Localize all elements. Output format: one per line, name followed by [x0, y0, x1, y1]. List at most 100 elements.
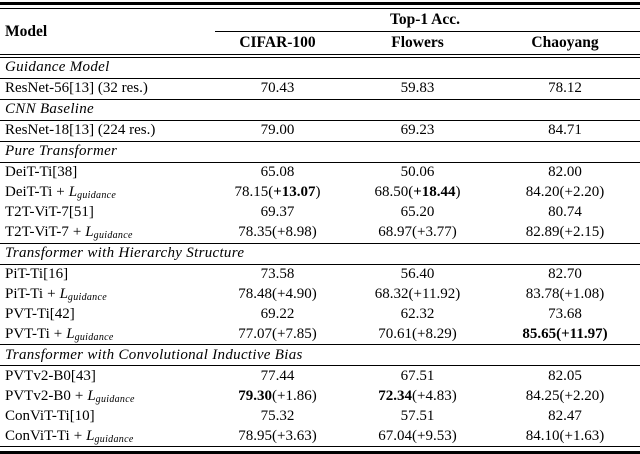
metric-header-group: Top-1 Acc. CIFAR-100 Flowers Chaoyang	[210, 9, 640, 54]
model-name: DeiT-Ti	[5, 184, 53, 201]
value-cell: 82.05	[490, 368, 640, 385]
close-paren: )	[451, 325, 457, 342]
model-name: PVTv2-B0[43]	[5, 367, 96, 384]
model-name: ResNet-56[13] (32 res.)	[5, 80, 148, 97]
header-double-rule	[0, 54, 640, 58]
accuracy-value: 70.61	[378, 325, 413, 342]
close-paren: )	[311, 285, 317, 302]
model-cell: PiT-Ti[16]	[0, 266, 210, 283]
loss-symbol: L	[68, 184, 78, 201]
accuracy-value: 65.20	[400, 204, 435, 221]
value-cell: 68.97(+3.77)	[345, 224, 490, 241]
model-cell: DeiT-Ti + Lguidance	[0, 184, 210, 201]
accuracy-value: 68.50	[374, 184, 409, 201]
column-header-chaoyang: Chaoyang	[531, 34, 599, 51]
accuracy-gain: +11.92	[413, 285, 456, 302]
plus-operator: +	[56, 184, 65, 201]
value-cell: 78.95(+3.63)	[210, 428, 345, 445]
section-label: Transformer with Convolutional Inductive…	[5, 346, 303, 363]
close-paren: )	[455, 285, 461, 302]
accuracy-value: 69.23	[400, 122, 435, 139]
section-label: Guidance Model	[5, 59, 110, 76]
value-cell: 73.68	[490, 306, 640, 323]
dataset-column-headers: CIFAR-100 Flowers Chaoyang	[210, 32, 640, 54]
table-row: T2T-ViT-7[51] 69.37 65.20 80.74	[0, 203, 640, 223]
accuracy-value: 79.30	[238, 387, 273, 404]
accuracy-value: 77.07	[238, 325, 273, 342]
value-cell: 79.30(+1.86)	[210, 388, 345, 405]
section-label: CNN Baseline	[5, 101, 95, 118]
table-row: PVT-Ti[42] 69.22 62.32 73.68	[0, 304, 640, 324]
accuracy-value: 84.20	[525, 184, 560, 201]
loss-subscript: guidance	[77, 190, 117, 202]
model-cell: PiT-Ti + Lguidance	[0, 286, 210, 303]
section-row: Pure Transformer	[0, 140, 640, 162]
table-row: PiT-Ti[16] 73.58 56.40 82.70	[0, 263, 640, 285]
accuracy-gain: +2.20	[564, 387, 600, 404]
header-mid-rule	[215, 31, 640, 32]
table-body: Guidance Model ResNet-56[13] (32 res.) 70.…	[0, 58, 640, 446]
accuracy-gain: +3.63	[277, 427, 312, 444]
accuracy-gain: +1.63	[564, 427, 600, 444]
table-row: T2T-ViT-7 + Lguidance 78.35(+8.98) 68.97(+3.…	[0, 223, 640, 243]
model-name: PVT-Ti	[5, 325, 50, 342]
accuracy-value: 65.08	[260, 164, 295, 181]
open-paren: (	[412, 387, 418, 404]
table-row: DeiT-Ti + Lguidance 78.15(+13.07) 68.50(+18.…	[0, 183, 640, 203]
accuracy-value: 78.48	[238, 285, 273, 302]
model-name: T2T-ViT-7[51]	[5, 204, 94, 221]
value-cell: 69.22	[210, 306, 345, 323]
model-name: PVT-Ti[42]	[5, 305, 75, 322]
open-paren: (	[272, 387, 278, 404]
plus-operator: +	[73, 427, 83, 444]
accuracy-gain: +2.20	[564, 184, 600, 201]
column-header-flowers: Flowers	[391, 34, 444, 51]
value-cell: 65.08	[210, 164, 345, 181]
accuracy-gain: +8.29	[417, 325, 452, 342]
accuracy-value: 57.51	[400, 407, 435, 424]
open-paren: (	[412, 427, 418, 444]
value-cell: 82.00	[490, 164, 640, 181]
model-cell: ResNet-56[13] (32 res.)	[0, 80, 210, 97]
close-paren: )	[311, 325, 317, 342]
top1-acc-span-header: Top-1 Acc.	[389, 11, 461, 28]
value-cell: 84.10(+1.63)	[490, 428, 640, 445]
loss-subscript: guidance	[74, 331, 114, 343]
accuracy-value: 82.05	[548, 367, 582, 384]
accuracy-value: 78.35	[238, 224, 273, 241]
accuracy-gain: +1.08	[564, 285, 600, 302]
accuracy-value: 82.89	[525, 224, 560, 241]
model-name: ConViT-Ti[10]	[5, 407, 95, 424]
accuracy-gain: +13.07	[273, 184, 316, 201]
model-name: ConViT-Ti	[5, 427, 70, 444]
close-paren: )	[599, 285, 605, 302]
model-cell: ConViT-Ti[10]	[0, 408, 210, 425]
model-name: T2T-ViT-7	[5, 224, 69, 241]
value-cell: 70.61(+8.29)	[345, 326, 490, 343]
open-paren: (	[408, 285, 414, 302]
table-row: PVTv2-B0 + Lguidance 79.30(+1.86) 72.34(+4.8…	[0, 386, 640, 406]
close-paren: )	[602, 325, 608, 342]
accuracy-value: 84.25	[525, 387, 560, 404]
model-name: PVTv2-B0	[5, 387, 71, 404]
table-row: ResNet-18[13] (224 res.) 79.00 69.23 84.71	[0, 119, 640, 141]
model-cell: PVT-Ti + Lguidance	[0, 326, 210, 343]
model-name: PiT-Ti	[5, 285, 44, 302]
value-cell: 84.20(+2.20)	[490, 184, 640, 201]
model-cell: PVTv2-B0[43]	[0, 368, 210, 385]
accuracy-gain: +4.90	[277, 285, 312, 302]
accuracy-gain: +7.85	[277, 325, 312, 342]
accuracy-gain: +1.86	[277, 387, 312, 404]
accuracy-value: 72.34	[378, 387, 413, 404]
open-paren: (	[412, 325, 418, 342]
section-row: Transformer with Hierarchy Structure	[0, 242, 640, 264]
model-cell: PVT-Ti[42]	[0, 306, 210, 323]
close-paren: )	[599, 184, 605, 201]
table-row: PVTv2-B0[43] 77.44 67.51 82.05	[0, 365, 640, 386]
accuracy-value: 82.47	[548, 407, 582, 424]
value-cell: 68.32(+11.92)	[345, 286, 490, 303]
table-row: ConViT-Ti[10] 75.32 57.51 82.47	[0, 406, 640, 426]
table-row: PiT-Ti + Lguidance 78.48(+4.90) 68.32(+11.92…	[0, 284, 640, 304]
accuracy-value: 85.65	[522, 325, 557, 342]
plus-operator: +	[53, 325, 63, 342]
